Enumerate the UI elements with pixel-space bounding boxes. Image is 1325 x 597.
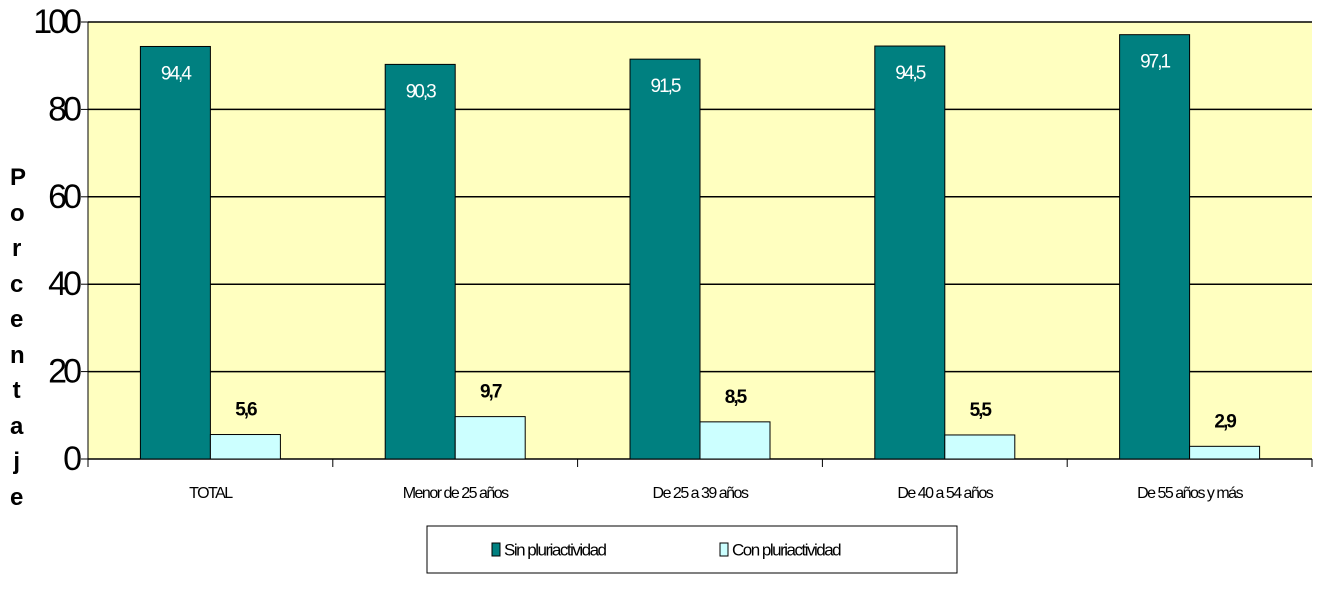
bar bbox=[454, 416, 526, 460]
data-label: 2,9 bbox=[1214, 411, 1236, 432]
bar bbox=[1119, 34, 1191, 460]
y-tick-label: 100 bbox=[33, 3, 81, 41]
legend-swatch bbox=[719, 542, 729, 557]
bar bbox=[1189, 445, 1261, 460]
legend-swatch bbox=[491, 542, 501, 557]
y-tick-label: 40 bbox=[48, 265, 81, 303]
legend-label: Con pluriactividad bbox=[732, 540, 841, 559]
data-label: 9,7 bbox=[480, 382, 502, 403]
bar bbox=[384, 63, 456, 460]
y-tick-label: 20 bbox=[48, 353, 81, 391]
data-label: 5,6 bbox=[235, 400, 257, 421]
data-label: 90,3 bbox=[406, 81, 436, 102]
bar bbox=[209, 434, 281, 460]
x-tick-label: Menor de 25 años bbox=[403, 485, 509, 502]
bar bbox=[699, 421, 771, 460]
data-label: 97,1 bbox=[1140, 52, 1170, 73]
bar bbox=[629, 58, 701, 460]
x-tick-label: De 25 a 39 años bbox=[653, 485, 749, 502]
y-tick-label: 0 bbox=[63, 440, 81, 478]
x-tick-label: De 40 a 54 años bbox=[897, 485, 993, 502]
x-tick-label: De 55 años y más bbox=[1137, 485, 1243, 502]
data-label: 5,5 bbox=[970, 400, 993, 421]
x-tick-label: TOTAL bbox=[189, 485, 233, 502]
legend bbox=[426, 525, 958, 574]
data-label: 91,5 bbox=[651, 76, 681, 97]
bar bbox=[944, 434, 1016, 460]
bar bbox=[139, 45, 211, 460]
data-label: 94,5 bbox=[895, 63, 925, 84]
y-tick-label: 80 bbox=[48, 90, 81, 128]
y-axis-label: Porcentaje bbox=[10, 164, 27, 511]
bar bbox=[874, 45, 946, 460]
data-label: 94,4 bbox=[161, 63, 192, 84]
y-tick-label: 60 bbox=[48, 178, 81, 216]
legend-label: Sin pluriactividad bbox=[504, 540, 607, 559]
data-label: 8,5 bbox=[725, 387, 748, 408]
